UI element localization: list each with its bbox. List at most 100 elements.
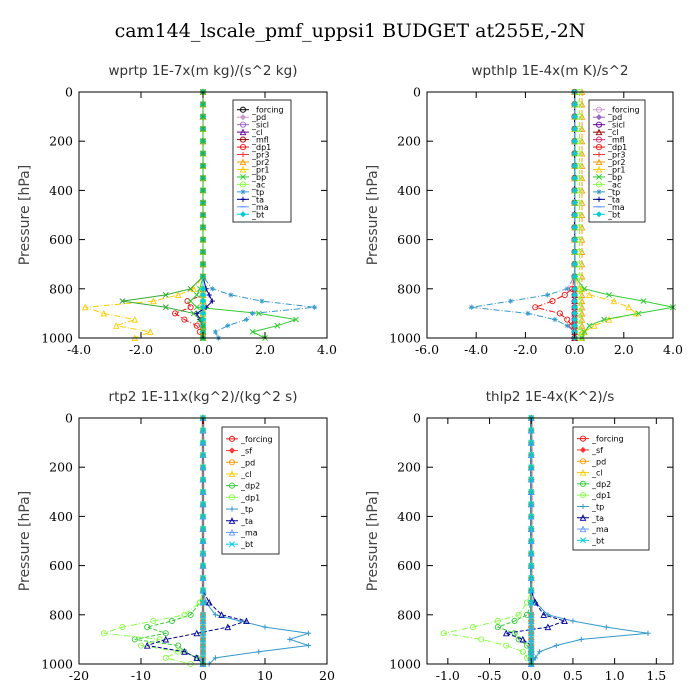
data-point bbox=[200, 562, 206, 569]
series-line bbox=[471, 92, 576, 338]
data-point bbox=[552, 316, 558, 323]
legend-item: _bt bbox=[226, 540, 253, 549]
data-point bbox=[249, 328, 256, 335]
legend-swatch-marker bbox=[579, 525, 587, 533]
x-tick-label: 0.5 bbox=[563, 668, 583, 683]
panel-title: wprtp 1E-7x(m kg)/(s^2 kg) bbox=[109, 63, 298, 79]
data-point bbox=[571, 211, 578, 219]
data-point bbox=[571, 224, 578, 231]
data-point bbox=[209, 298, 215, 304]
x-tick-label: -2.0 bbox=[129, 342, 153, 357]
legend-label: _ac bbox=[251, 180, 265, 189]
legend-label: _sf bbox=[591, 446, 603, 455]
data-point bbox=[200, 464, 206, 471]
data-point bbox=[218, 611, 225, 618]
data-point bbox=[571, 150, 578, 157]
legend-swatch-marker bbox=[239, 165, 247, 173]
legend-label: _pr3 bbox=[251, 151, 269, 160]
data-point bbox=[212, 655, 218, 661]
data-point bbox=[528, 654, 535, 661]
data-point bbox=[528, 574, 535, 581]
data-point bbox=[571, 113, 578, 120]
legend-label: _dp2 bbox=[591, 480, 611, 489]
legend-label: _ma bbox=[591, 525, 609, 534]
data-point bbox=[549, 298, 556, 305]
y-tick-label: 200 bbox=[49, 134, 73, 149]
legend-label: _tp bbox=[591, 502, 604, 511]
legend-item: _ma bbox=[593, 203, 625, 212]
data-point bbox=[200, 611, 206, 618]
legend-item: _cl bbox=[593, 128, 619, 137]
data-point bbox=[571, 125, 578, 132]
legend-item: _ac bbox=[593, 180, 621, 189]
legend-label: _ma bbox=[607, 203, 625, 212]
data-point bbox=[200, 630, 206, 637]
x-tick-label: 20 bbox=[319, 668, 335, 683]
data-point bbox=[200, 175, 206, 182]
data-point bbox=[578, 636, 584, 642]
data-point bbox=[200, 476, 206, 483]
legend: _forcing _sf _pd _cl _dp2 _dp1 _tp _ta _ma _bt bbox=[221, 426, 280, 555]
x-tick-label: -2.0 bbox=[513, 342, 537, 357]
data-point bbox=[259, 298, 265, 304]
legend-item: _ac bbox=[237, 180, 265, 189]
legend-swatch-marker bbox=[239, 114, 247, 121]
data-point bbox=[578, 149, 586, 157]
data-point bbox=[225, 323, 231, 329]
y-tick-label: 200 bbox=[397, 134, 421, 149]
legend-label: _pd bbox=[607, 113, 622, 122]
legend-swatch-marker bbox=[240, 173, 246, 180]
data-point bbox=[635, 310, 642, 317]
legend-swatch-marker bbox=[228, 528, 236, 536]
series-tp bbox=[468, 89, 578, 341]
legend-swatch-marker bbox=[239, 121, 247, 128]
data-point bbox=[578, 112, 586, 120]
series-bt bbox=[200, 415, 206, 667]
legend-swatch-marker bbox=[579, 458, 587, 465]
data-point bbox=[502, 629, 510, 637]
data-point bbox=[194, 310, 200, 316]
legend-label: _cl bbox=[607, 128, 619, 137]
data-point bbox=[528, 427, 535, 434]
legend-item: _dp2 bbox=[226, 482, 260, 491]
plot-frame bbox=[426, 417, 674, 665]
legend-label: _ta bbox=[607, 195, 620, 204]
data-point bbox=[578, 199, 586, 206]
legend-swatch-marker bbox=[239, 106, 247, 113]
data-point bbox=[570, 618, 576, 624]
legend-swatch-marker bbox=[595, 128, 603, 136]
legend-swatch-marker bbox=[579, 514, 587, 521]
legend-swatch-marker bbox=[596, 196, 602, 202]
data-point bbox=[293, 316, 299, 323]
data-point bbox=[571, 175, 578, 182]
legend-swatch-marker bbox=[239, 136, 247, 143]
data-point bbox=[200, 538, 206, 544]
legend: _forcing_pd_sicl_cl_mfl_dp1_pr3_pr2_pr1_… bbox=[588, 99, 646, 223]
legend-label: _cl bbox=[591, 469, 603, 478]
data-point bbox=[196, 316, 203, 323]
legend-swatch-marker bbox=[595, 158, 603, 166]
x-tick-label: -20 bbox=[69, 668, 89, 683]
legend-swatch-marker bbox=[228, 435, 236, 442]
data-point bbox=[205, 598, 213, 606]
legend-item: _bt bbox=[593, 210, 620, 219]
data-point bbox=[494, 624, 501, 631]
data-point bbox=[187, 304, 194, 311]
legend-swatch-marker bbox=[239, 158, 247, 166]
panel-3: rtp2 1E-11x(kg^2)/(kg^2 s) Pressure [hPa]… bbox=[17, 389, 335, 683]
legend-swatch-marker bbox=[228, 447, 236, 454]
y-tick-label: 400 bbox=[49, 509, 73, 524]
legend-swatch-marker bbox=[228, 459, 236, 466]
data-point bbox=[200, 636, 206, 643]
legend-item: _ta bbox=[593, 195, 620, 204]
data-point bbox=[571, 291, 578, 298]
legend-label: _tp bbox=[607, 188, 620, 197]
series-bt bbox=[571, 88, 578, 342]
data-point bbox=[590, 322, 598, 329]
data-point bbox=[571, 285, 578, 292]
data-point bbox=[200, 648, 206, 655]
data-point bbox=[581, 328, 588, 335]
legend-label: _dp1 bbox=[240, 493, 260, 502]
data-point bbox=[578, 248, 586, 255]
